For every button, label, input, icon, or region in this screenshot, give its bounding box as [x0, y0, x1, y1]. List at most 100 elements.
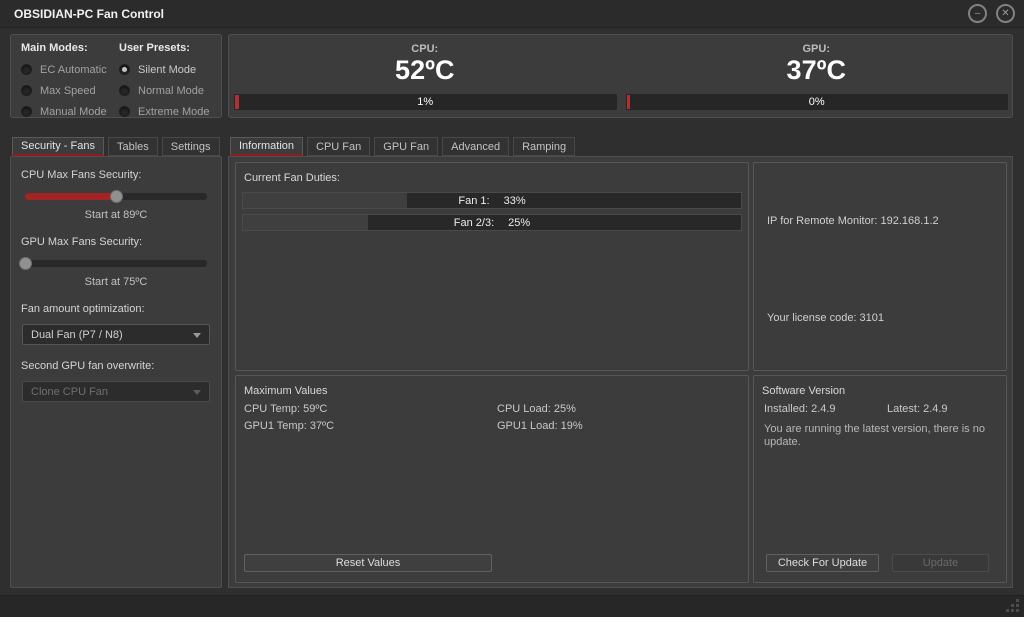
update-status-text: You are running the latest version, ther…	[764, 423, 985, 448]
radio-label: Manual Mode	[40, 105, 107, 118]
radio-max-speed[interactable]: Max Speed	[21, 80, 107, 101]
tab-tables[interactable]: Tables	[107, 137, 158, 156]
close-icon: ✕	[1001, 7, 1010, 19]
fan1-duty-text: Fan 1: 33%	[243, 193, 741, 208]
slider-thumb[interactable]	[19, 257, 32, 270]
cpu-gauge-label: CPU:	[411, 43, 439, 55]
radio-label: Normal Mode	[138, 84, 205, 97]
fan23-duty-fill	[243, 215, 368, 230]
gpu-overwrite-value: Clone CPU Fan	[31, 385, 109, 398]
gpu-gauge-label: GPU:	[802, 43, 831, 55]
user-presets-title: User Presets:	[119, 42, 190, 54]
maximum-values-box: Maximum Values CPU Temp: 59ºC GPU1 Temp:…	[235, 375, 749, 583]
radio-label: EC Automatic	[40, 63, 107, 76]
gpu-load-percent: 0%	[808, 96, 825, 108]
max-gpu-load: GPU1 Load: 19%	[497, 420, 583, 432]
radio-icon	[119, 85, 130, 96]
gpu-load-bar: 0%	[625, 94, 1008, 110]
slider-track[interactable]	[25, 190, 207, 203]
tab-security-fans[interactable]: Security - Fans	[12, 137, 104, 156]
main-modes-group: Main Modes: EC Automatic Max Speed Manua…	[21, 42, 107, 122]
slider-track[interactable]	[19, 257, 207, 270]
status-bar	[0, 595, 1024, 617]
modes-panel: Main Modes: EC Automatic Max Speed Manua…	[10, 34, 222, 118]
radio-manual-mode[interactable]: Manual Mode	[21, 101, 107, 122]
installed-version: Installed: 2.4.9	[764, 403, 836, 415]
update-button[interactable]: Update	[892, 554, 989, 572]
fan23-duty-bar: Fan 2/3: 25%	[242, 214, 742, 231]
fan-optimization-label: Fan amount optimization:	[21, 303, 145, 315]
fan23-label: Fan 2/3:	[453, 216, 495, 229]
radio-extreme-mode[interactable]: Extreme Mode	[119, 101, 210, 122]
gauges-panel: CPU: 52ºC 1% GPU: 37ºC 0%	[228, 34, 1013, 118]
minimize-button[interactable]: –	[968, 4, 987, 23]
cpu-security-slider[interactable]	[25, 190, 207, 203]
resize-grip[interactable]	[1016, 609, 1019, 612]
radio-label: Max Speed	[40, 84, 96, 97]
radio-icon	[21, 106, 32, 117]
radio-silent-mode[interactable]: Silent Mode	[119, 59, 210, 80]
security-fans-panel: CPU Max Fans Security: Start at 89ºC GPU…	[10, 156, 222, 588]
cpu-load-bar: 1%	[234, 94, 617, 110]
cpu-load-percent: 1%	[417, 96, 434, 108]
tab-gpu-fan[interactable]: GPU Fan	[374, 137, 439, 156]
minimize-icon: –	[974, 7, 981, 19]
main-tab-bar: Information CPU Fan GPU Fan Advanced Ram…	[230, 137, 576, 156]
fan-duties-box: Current Fan Duties: Fan 1: 33% Fan 2/3: …	[235, 162, 749, 371]
sidebar-tab-bar: Security - Fans Tables Settings	[12, 137, 220, 156]
software-version-box: Software Version Installed: 2.4.9 Latest…	[753, 375, 1007, 583]
fan-duties-title: Current Fan Duties:	[244, 172, 340, 184]
chevron-down-icon	[193, 390, 201, 395]
max-gpu-temp: GPU1 Temp: 37ºC	[244, 420, 335, 432]
window-title: OBSIDIAN-PC Fan Control	[14, 7, 164, 21]
gpu-gauge: GPU: 37ºC 0%	[621, 35, 1013, 117]
tab-advanced[interactable]: Advanced	[442, 137, 510, 156]
maximum-values-title: Maximum Values	[244, 385, 328, 397]
tab-cpu-fan[interactable]: CPU Fan	[307, 137, 371, 156]
software-version-title: Software Version	[762, 385, 846, 397]
cpu-security-label: CPU Max Fans Security:	[21, 169, 142, 181]
user-presets-group: User Presets: Silent Mode Normal Mode Ex…	[119, 42, 210, 122]
gpu-overwrite-select[interactable]: Clone CPU Fan	[22, 381, 210, 402]
fan1-label: Fan 1:	[458, 194, 490, 207]
title-bar: OBSIDIAN-PC Fan Control – ✕	[0, 0, 1024, 28]
gpu-security-caption: Start at 75ºC	[84, 276, 148, 288]
cpu-temp-value: 52ºC	[395, 55, 455, 85]
gpu-overwrite-label: Second GPU fan overwrite:	[21, 360, 155, 372]
radio-icon	[21, 64, 32, 75]
radio-icon	[119, 106, 130, 117]
gpu-temp-value: 37ºC	[786, 55, 846, 85]
tab-settings[interactable]: Settings	[161, 137, 220, 156]
close-button[interactable]: ✕	[996, 4, 1015, 23]
fan-optimization-value: Dual Fan (P7 / N8)	[31, 328, 123, 341]
tab-information[interactable]: Information	[230, 137, 304, 156]
fan1-duty-fill	[243, 193, 408, 208]
radio-label: Extreme Mode	[138, 105, 210, 118]
chevron-down-icon	[193, 333, 201, 338]
remote-info-box: IP for Remote Monitor: 192.168.1.2 Your …	[753, 162, 1007, 371]
fan23-value: 25%	[508, 216, 531, 229]
fan-optimization-select[interactable]: Dual Fan (P7 / N8)	[22, 324, 210, 345]
check-for-update-button[interactable]: Check For Update	[766, 554, 879, 572]
slider-fill	[25, 190, 123, 203]
gpu-load-fill	[626, 95, 630, 109]
license-code-line: Your license code: 3101	[767, 312, 885, 324]
information-panel: Current Fan Duties: Fan 1: 33% Fan 2/3: …	[228, 156, 1013, 588]
max-cpu-load: CPU Load: 25%	[497, 403, 576, 415]
gpu-security-label: GPU Max Fans Security:	[21, 236, 143, 248]
cpu-gauge: CPU: 52ºC 1%	[229, 35, 621, 117]
radio-icon	[21, 85, 32, 96]
max-cpu-temp: CPU Temp: 59ºC	[244, 403, 328, 415]
reset-values-button[interactable]: Reset Values	[244, 554, 492, 572]
fan23-duty-text: Fan 2/3: 25%	[243, 215, 741, 230]
slider-thumb[interactable]	[110, 190, 123, 203]
tab-ramping[interactable]: Ramping	[513, 137, 576, 156]
latest-version: Latest: 2.4.9	[887, 403, 948, 415]
cpu-security-caption: Start at 89ºC	[84, 209, 148, 221]
gpu-security-slider[interactable]	[19, 257, 207, 270]
fan1-value: 33%	[503, 194, 526, 207]
fan1-duty-bar: Fan 1: 33%	[242, 192, 742, 209]
radio-ec-automatic[interactable]: EC Automatic	[21, 59, 107, 80]
remote-ip-line: IP for Remote Monitor: 192.168.1.2	[767, 215, 939, 227]
radio-normal-mode[interactable]: Normal Mode	[119, 80, 210, 101]
